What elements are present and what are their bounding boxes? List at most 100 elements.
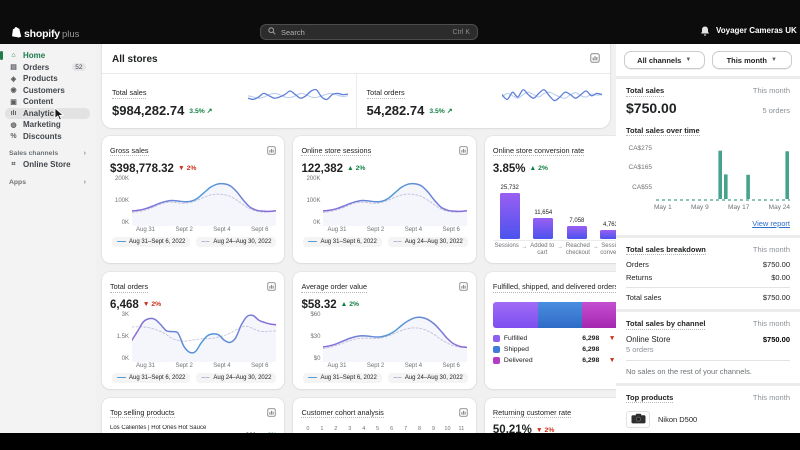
total-orders-sparkline <box>501 89 603 102</box>
funnel-step-label: Sessions converted <box>600 243 616 257</box>
card-value: 6,468 <box>110 298 139 311</box>
axis-tick: 9 <box>431 425 436 432</box>
channels-dropdown[interactable]: All channels ▼ <box>624 51 705 69</box>
fulfillment-stacked-bar <box>492 302 616 329</box>
card-gross-sales: Gross sales $398,778.32 ▼ 2% 200K 100K 0K … <box>102 136 285 264</box>
period-dropdown[interactable]: This month ▼ <box>711 51 792 69</box>
axis-tick: May 9 <box>691 203 709 211</box>
x-axis: Aug 31 Sept 2 Sept 4 Sept 6 <box>301 226 467 233</box>
funnel-step: 11,654 <box>527 210 561 239</box>
axis-tick: 0K <box>121 355 129 362</box>
sidebar-item-content[interactable]: ▣ Content <box>5 96 90 107</box>
legend-item[interactable]: Aug 31–Sept 6, 2022 <box>303 236 382 247</box>
legend-item[interactable]: Aug 24–Aug 30, 2022 <box>196 236 277 247</box>
section-title: Top products <box>626 392 674 403</box>
fulfillment-delta: — <box>599 346 616 353</box>
channel-name[interactable]: Online Store <box>626 334 671 344</box>
right-panel: All channels ▼ This month ▼ Total sales … <box>616 44 800 450</box>
line-chart <box>322 312 469 362</box>
legend-swatch <box>492 346 500 354</box>
chevron-down-icon: ▼ <box>685 57 692 63</box>
axis-tick: Sept 6 <box>251 227 269 233</box>
chart-legend: Aug 31–Sept 6, 2022 Aug 24–Aug 30, 2022 <box>301 236 468 247</box>
card-title: Gross sales <box>110 145 149 157</box>
store-account-button[interactable]: Voyager Cameras UK UK <box>716 23 800 37</box>
card-value: 3.85% <box>492 162 526 175</box>
page-title: All stores <box>112 53 158 65</box>
card-delta: ▲ 2% <box>347 165 366 172</box>
overview-total-orders[interactable]: Total orders 54,282.74 3.5% ↗ <box>355 74 611 128</box>
notifications-bell-icon[interactable] <box>700 24 710 42</box>
stack-segment-delivered <box>582 302 616 329</box>
chart-legend: Aug 31–Sept 6, 2022 Aug 24–Aug 30, 2022 <box>110 372 277 383</box>
fulfillment-row: Fulfilled 6,298 ▼ 2% <box>492 335 616 343</box>
sidebar-item-orders[interactable]: ▤ Orders 52 <box>5 62 90 73</box>
legend-item[interactable]: Aug 31–Sept 6, 2022 <box>112 372 191 383</box>
content-icon: ▣ <box>10 98 17 106</box>
sidebar-item-analytics[interactable]: ıIı Analytics <box>5 107 90 119</box>
top-bar: shopify plus Search Ctrl K Voyager Camer… <box>0 0 800 44</box>
sales-breakdown-section: Total sales breakdown This month Orders $… <box>616 237 800 309</box>
axis-tick: 100K <box>114 197 129 204</box>
report-icon[interactable] <box>267 142 277 160</box>
dashboards-icon[interactable] <box>590 50 600 68</box>
funnel-step-label: Reached checkout <box>565 243 590 257</box>
sidebar-item-online-store[interactable]: ⌗ Online Store <box>5 159 90 170</box>
card-value: $398,778.32 <box>110 162 174 175</box>
y-axis: $60 $30 $0 <box>301 312 320 362</box>
legend-item[interactable]: Aug 24–Aug 30, 2022 <box>387 372 468 383</box>
sidebar-item-discounts[interactable]: % Discounts <box>5 131 90 142</box>
report-icon[interactable] <box>459 404 468 422</box>
axis-tick: 0K <box>121 219 129 226</box>
shopify-bag-icon <box>12 25 22 43</box>
chevron-down-icon: ▼ <box>770 57 777 63</box>
search-input[interactable]: Search Ctrl K <box>260 24 478 40</box>
chevron-right-icon: › <box>83 178 86 186</box>
sidebar-item-home[interactable]: ⌂ Home <box>0 50 90 61</box>
top-product-row[interactable]: Nikon D500 <box>626 405 790 435</box>
legend-swatch <box>117 241 126 242</box>
legend-item[interactable]: Aug 24–Aug 30, 2022 <box>196 372 277 383</box>
report-icon[interactable] <box>459 278 468 296</box>
axis-tick: 11 <box>458 425 465 432</box>
axis-tick: 200K <box>306 175 321 182</box>
legend-item[interactable]: Aug 31–Sept 6, 2022 <box>303 372 382 383</box>
legend-swatch <box>308 377 318 379</box>
axis-tick: Aug 31 <box>327 227 347 233</box>
sidebar-item-products[interactable]: ◈ Products <box>5 73 90 84</box>
report-icon[interactable] <box>267 404 277 422</box>
chart-legend: Aug 31–Sept 6, 2022 Aug 24–Aug 30, 2022 <box>110 236 277 247</box>
overview-total-sales[interactable]: Total sales $984,282.74 3.5% ↗ <box>102 74 356 128</box>
card-value: 122,382 <box>301 162 344 175</box>
legend-item[interactable]: Aug 31–Sept 6, 2022 <box>112 236 191 247</box>
sidebar-item-marketing[interactable]: ◍ Marketing <box>5 119 90 130</box>
home-icon: ⌂ <box>11 52 16 59</box>
view-report-link[interactable]: View report <box>752 218 790 228</box>
discounts-icon: % <box>10 132 17 140</box>
analytics-icon: ıIı <box>10 109 17 117</box>
funnel-bar <box>600 229 616 239</box>
report-icon[interactable] <box>267 278 277 296</box>
breakdown-label: Returns <box>626 273 653 282</box>
card-online-store-sessions: Online store sessions 122,382 ▲ 2% 200K 1… <box>293 136 476 264</box>
card-title: Top selling products <box>110 407 175 419</box>
legend-item[interactable]: Aug 24–Aug 30, 2022 <box>387 236 468 247</box>
axis-tick: Sept 2 <box>175 227 193 233</box>
shopify-plus-logo[interactable]: shopify plus <box>12 24 79 42</box>
camera-icon <box>631 411 646 429</box>
line-chart <box>131 312 277 362</box>
sales-channels-header[interactable]: Sales channels › <box>9 150 86 157</box>
card-delta: ▲ 2% <box>340 301 360 309</box>
sidebar-spacer <box>5 188 90 434</box>
card-title: Online store sessions <box>301 145 372 157</box>
x-axis: Aug 31 Sept 2 Sept 4 Sept 6 <box>301 362 467 369</box>
product-name: Nikon D500 <box>658 415 698 424</box>
breakdown-row: Orders $750.00 <box>626 260 790 269</box>
x-axis: Aug 31 Sept 2 Sept 4 Sept 6 <box>110 226 276 233</box>
report-icon[interactable] <box>459 142 468 160</box>
product-name: Los Calientes | Hot Ones Hot Sauce <box>110 424 207 431</box>
section-period: This month <box>752 319 790 328</box>
sidebar-item-customers[interactable]: ◉ Customers <box>5 85 90 96</box>
apps-header[interactable]: Apps › <box>9 178 86 186</box>
